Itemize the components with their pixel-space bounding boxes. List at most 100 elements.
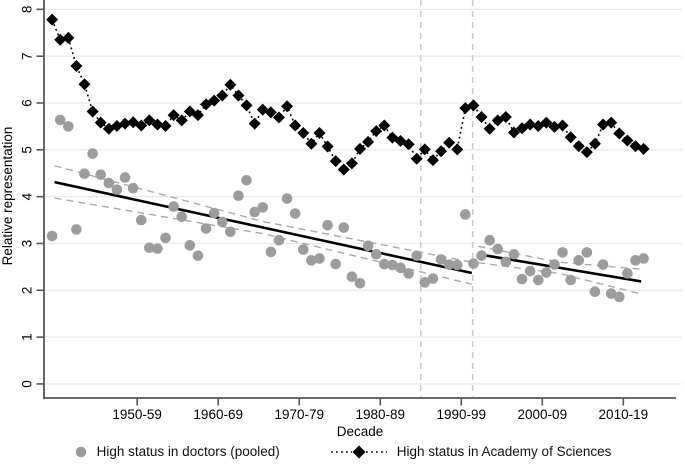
doctor-point [476, 250, 487, 261]
y-tick-label: 8 [20, 6, 35, 14]
doctor-point [103, 177, 115, 189]
doctor-point [387, 259, 398, 271]
academy-point [216, 89, 229, 102]
doctor-point [306, 255, 317, 266]
academy-point [467, 99, 480, 112]
academy-point [597, 118, 610, 131]
academy-point [321, 140, 334, 153]
academy-point [281, 100, 294, 113]
academy-point [151, 118, 164, 131]
academy-point [46, 13, 59, 26]
chart-legend: High status in doctors (pooled) High sta… [0, 444, 685, 459]
doctor-point [492, 243, 504, 255]
academy-point [62, 31, 75, 44]
doctor-point [419, 277, 431, 288]
academy-point [402, 138, 415, 151]
doctor-point [549, 259, 560, 270]
academy-point [410, 152, 423, 165]
doctor-point [557, 247, 568, 258]
doctor-point [330, 258, 341, 270]
circle-marker-icon [75, 446, 86, 457]
academy-point [564, 131, 577, 144]
y-axis-title: Relative representation [0, 127, 15, 266]
doctor-point [192, 250, 204, 261]
academy-point [499, 111, 512, 124]
academy-point [135, 119, 148, 132]
doctor-point [597, 259, 609, 270]
academy-point [305, 137, 318, 150]
doctor-point [443, 259, 455, 270]
y-axis-ticks: 0 1 2 3 4 5 6 7 8 [20, 6, 44, 388]
academy-point [94, 116, 107, 129]
doctor-point [208, 207, 220, 219]
doctor-point [589, 286, 601, 298]
axes [43, 0, 676, 399]
doctor-point [79, 168, 90, 180]
doctor-point [176, 211, 188, 223]
doctor-point [395, 262, 406, 274]
academy-point [548, 120, 561, 133]
y-tick-label: 1 [20, 333, 35, 341]
doctor-point [500, 256, 512, 268]
y-tick-label: 3 [20, 240, 35, 248]
academy-point [78, 78, 91, 91]
academy-point [297, 126, 310, 139]
academy-point [345, 157, 358, 170]
academy-point [507, 126, 520, 139]
doctor-point [581, 247, 593, 258]
academy-point [272, 111, 285, 124]
y-tick-label: 2 [20, 287, 35, 295]
doctor-point [508, 248, 520, 260]
doctor-point [119, 172, 131, 183]
doctor-point [630, 255, 641, 266]
doctor-point [524, 265, 536, 277]
x-tick-label: 1950-59 [112, 407, 162, 422]
academy-point [313, 126, 326, 139]
academy-point [540, 116, 553, 129]
doctor-point [87, 148, 98, 159]
doctor-point [46, 230, 58, 242]
doctor-point [54, 114, 66, 126]
doctor-point [613, 291, 625, 303]
doctor-point [435, 254, 447, 265]
axis-titles: Decade Relative representation [0, 127, 383, 439]
academy-point [354, 142, 366, 155]
academy-point [159, 119, 172, 132]
academy-point [208, 94, 221, 107]
academy-point [119, 117, 132, 130]
x-tick-label: 1980-89 [355, 407, 405, 422]
doctor-point [184, 240, 196, 251]
doctor-point [127, 182, 139, 194]
doctor-point [144, 242, 155, 253]
doctor-point [468, 258, 479, 269]
academy-point [175, 114, 188, 127]
academy-point [224, 78, 237, 91]
ci-dashed-line [54, 165, 472, 263]
doctor-point [297, 244, 309, 255]
doctor-point [160, 232, 171, 244]
diamond-marker-icon [330, 445, 387, 458]
doctor-point [111, 184, 123, 195]
academy-point [637, 142, 650, 155]
doctor-point [241, 174, 252, 186]
doctor-point [541, 267, 552, 278]
doctor-point [71, 224, 82, 235]
doctor-point [362, 240, 374, 252]
doctor-point [484, 234, 495, 246]
legend-label-academy: High status in Academy of Sciences [396, 444, 612, 459]
academy-point [143, 114, 156, 127]
academy-point [378, 119, 391, 132]
academy-point [418, 143, 431, 156]
academy-point [605, 116, 618, 129]
x-tick-label: 1960-69 [193, 407, 243, 422]
y-tick-label: 6 [20, 99, 35, 107]
doctor-point [152, 243, 163, 254]
academy-point [70, 60, 83, 73]
doctor-point [63, 121, 74, 132]
doctor-point [516, 273, 528, 285]
academy-point [475, 111, 488, 124]
academy-point [516, 122, 529, 135]
academy-point [329, 155, 342, 168]
academy-point [621, 134, 634, 147]
x-tick-label: 2000-09 [518, 407, 568, 422]
